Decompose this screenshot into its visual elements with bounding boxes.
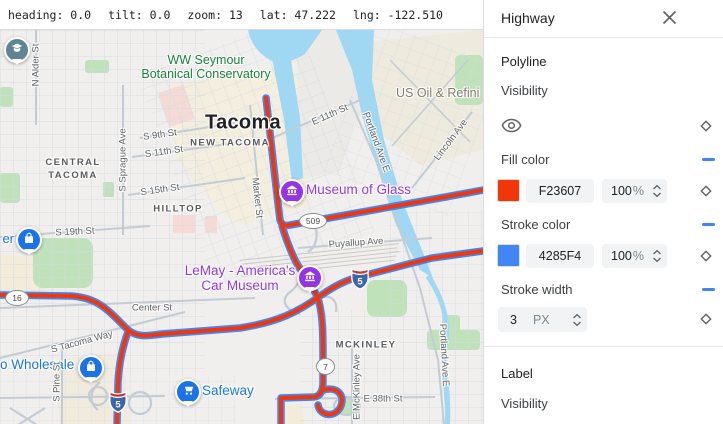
svg-text:5: 5 [357,277,363,288]
inherit-diamond-icon[interactable] [699,312,713,326]
poi-label-wholesale[interactable]: o Wholesale [0,357,75,372]
stroke-color-hex-input[interactable]: 4285F4 [526,244,594,268]
interstate-5-shield: 5 [350,268,370,295]
lemay-museum-marker[interactable] [297,265,323,291]
lng-readout: lng: -122.510 [352,7,443,22]
museum-of-glass-marker[interactable] [279,179,305,205]
route-7-shield: 7 [316,358,335,375]
shopping-bag-icon [23,231,35,249]
arterial-roads [0,30,473,424]
label-visibility-label: Visibility [501,396,548,411]
interstate-5-shield: 5 [108,391,128,418]
poi-label-meyer[interactable]: er [2,231,14,246]
city-label-tacoma: Tacoma [205,111,281,134]
camera-status-bar: heading: 0.0 tilt: 0.0 zoom: 13 lat: 47.… [0,0,483,30]
street-label-e38: E 38th St [363,393,403,405]
street-label-center: Center St [131,302,173,314]
stroke-width-input[interactable]: 3 PX [498,307,587,332]
stroke-color-swatch[interactable] [497,244,520,267]
stroke-width-label: Stroke width [501,282,573,297]
street-label-sprague: S Sprague Ave [117,128,129,192]
highway-fill [0,96,483,424]
inherit-diamond-icon[interactable] [699,249,713,263]
fill-color-swatch[interactable] [497,179,520,202]
poi-label-safeway[interactable]: Safeway [202,383,254,398]
tilt-readout: tilt: 0.0 [108,7,171,22]
shopping-cart-icon [182,383,194,401]
route-509-shield: 509 [299,213,327,229]
poi-label-lemay[interactable]: LeMay - America's Car Museum [184,263,296,293]
panel-header: Highway [484,0,723,38]
stroke-opacity-input[interactable]: 100% [602,244,667,268]
route-16-shield: 16 [5,290,29,306]
graduation-cap-icon [11,41,23,59]
stroke-color-label: Stroke color [501,217,571,232]
stepper-icon[interactable] [652,249,662,263]
section-divider [484,346,723,347]
wholesale-marker[interactable] [78,355,104,381]
street-label-alder: N Alder St [30,43,42,87]
poi-label-us-oil[interactable]: US Oil & Refini [396,86,480,100]
label-section-heading: Label [501,366,533,381]
water-areas [248,30,451,424]
safeway-marker[interactable] [175,379,201,405]
stepper-icon[interactable] [572,313,582,327]
street-label-pine: S Pine St [51,362,63,402]
area-label-hilltop: HILLTOP [153,203,203,215]
inherit-diamond-icon[interactable] [699,184,713,198]
street-label-s19: S 19th St [55,225,95,239]
store-marker[interactable] [16,227,42,253]
school-marker[interactable] [4,37,30,63]
fill-opacity-input[interactable]: 100% [602,179,667,203]
feature-style-panel: Highway Polyline Visibility Fill color F… [483,0,723,424]
remove-style-icon[interactable] [702,158,715,161]
map-canvas[interactable]: Tacoma NEW TACOMA CENTRAL TACOMA HILLTOP … [0,30,483,424]
area-label-mckinley: MCKINLEY [335,339,397,351]
panel-title: Highway [501,10,555,26]
svg-text:5: 5 [115,400,121,411]
shopping-bag-icon [85,359,97,377]
remove-style-icon[interactable] [702,288,715,291]
area-label-central-tacoma: CENTRAL TACOMA [45,157,101,181]
fill-color-hex-input[interactable]: F23607 [526,179,594,203]
museum-icon [304,269,316,287]
museum-icon [286,183,298,201]
polyline-visibility-label: Visibility [501,83,548,98]
visibility-eye-icon[interactable] [501,118,522,134]
street-label-mckinley-ave: E McKinley Ave [351,354,363,420]
heading-readout: heading: 0.0 [8,7,92,22]
stepper-icon[interactable] [652,184,662,198]
remove-style-icon[interactable] [702,223,715,226]
area-label-new-tacoma: NEW TACOMA [190,137,270,149]
inherit-diamond-icon[interactable] [699,119,713,133]
poi-label-museum-of-glass[interactable]: Museum of Glass [306,182,412,197]
close-icon[interactable] [661,9,678,26]
polyline-section-heading: Polyline [501,54,547,69]
zoom-readout: zoom: 13 [187,7,243,22]
fill-color-label: Fill color [501,152,550,167]
lat-readout: lat: 47.222 [259,7,336,22]
poi-label-botanical-conservatory[interactable]: WW Seymour Botanical Conservatory [141,53,271,81]
